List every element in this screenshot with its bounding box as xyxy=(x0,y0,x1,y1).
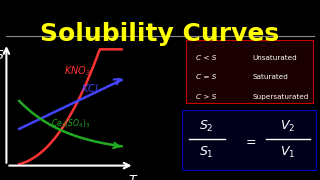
Text: C > S: C > S xyxy=(196,94,216,100)
Text: Saturated: Saturated xyxy=(252,74,288,80)
Text: T: T xyxy=(128,174,136,180)
Text: C = S: C = S xyxy=(196,74,216,80)
Text: $S_1$: $S_1$ xyxy=(199,145,214,160)
Text: $Ce_2(SO_4)_3$: $Ce_2(SO_4)_3$ xyxy=(51,117,91,130)
Text: $V_2$: $V_2$ xyxy=(280,119,295,134)
Text: $S_2$: $S_2$ xyxy=(199,119,214,134)
Text: $V_1$: $V_1$ xyxy=(280,145,295,160)
Text: $=$: $=$ xyxy=(243,134,256,147)
Text: Unsaturated: Unsaturated xyxy=(252,55,297,61)
Text: S: S xyxy=(0,49,4,62)
Text: Solubility Curves: Solubility Curves xyxy=(40,22,280,46)
Text: Supersaturated: Supersaturated xyxy=(252,94,308,100)
Text: $KCl$: $KCl$ xyxy=(81,82,99,94)
Text: C < S: C < S xyxy=(196,55,216,61)
Text: $KNO_3$: $KNO_3$ xyxy=(64,64,91,78)
